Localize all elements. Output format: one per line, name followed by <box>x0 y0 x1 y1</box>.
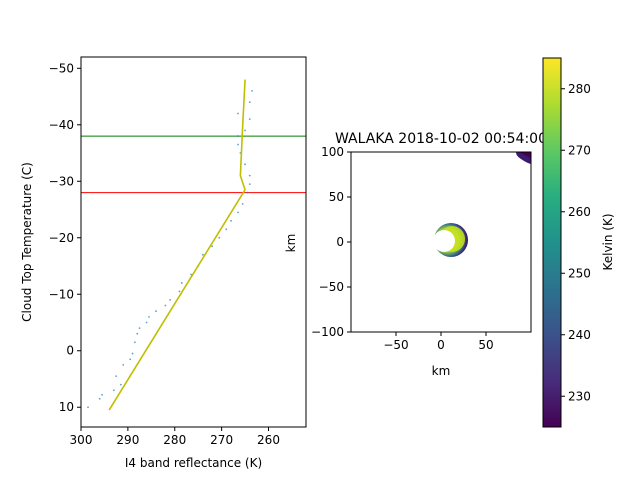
colorbar-label: Kelvin (K) <box>601 213 615 270</box>
image-y-tick-label: −100 <box>311 325 344 339</box>
data-point <box>113 389 115 391</box>
data-point <box>122 364 124 366</box>
colorbar-tick-label: 280 <box>568 82 591 96</box>
storm-image-title: WALAKA 2018-10-02 00:54:00 <box>335 131 547 147</box>
data-point <box>120 384 122 386</box>
profile-y-tick-label: −50 <box>49 61 74 75</box>
data-point <box>242 203 244 205</box>
profile-plot: 300 290 280 270 260 10 0 −10 −20 −30 −40 −50 I4 ba… <box>20 57 306 470</box>
colorbar-tick-label: 260 <box>568 205 591 219</box>
data-point <box>218 237 220 239</box>
data-point <box>136 333 138 335</box>
profile-x-axis-label: I4 band reflectance (K) <box>125 456 262 470</box>
data-point <box>244 163 246 165</box>
data-point <box>115 375 117 377</box>
data-point <box>101 394 103 396</box>
data-point <box>225 228 227 230</box>
image-x-tick-label: 50 <box>478 338 493 352</box>
profile-x-tick-label: 280 <box>163 433 186 447</box>
storm-eye <box>433 230 455 252</box>
profile-y-axis-label: Cloud Top Temperature (C) <box>20 162 34 322</box>
storm-image-y-label: km <box>284 234 298 253</box>
image-y-tick-label: 100 <box>321 145 344 159</box>
colorbar-tick-label: 250 <box>568 266 591 280</box>
data-point <box>237 113 239 115</box>
data-point <box>132 353 134 355</box>
colorbar-tick-label: 240 <box>568 328 591 342</box>
fit-line <box>109 80 245 410</box>
profile-plot-frame <box>81 57 306 427</box>
data-point <box>237 211 239 213</box>
data-point <box>249 175 251 177</box>
image-y-tick-label: 50 <box>329 190 344 204</box>
profile-x-tick-label: 290 <box>116 433 139 447</box>
profile-y-tick-label: −10 <box>49 287 74 301</box>
data-point <box>134 341 136 343</box>
storm-image-plot: −50 0 50 100 50 0 −50 −100 WALAKA 2018-10-02 0… <box>284 131 547 378</box>
data-point <box>251 90 253 92</box>
data-point <box>237 135 239 137</box>
image-y-tick-label: 0 <box>336 235 344 249</box>
profile-y-tick-label: −30 <box>49 174 74 188</box>
colorbar: 230 240 250 260 270 280 Kelvin (K) <box>543 58 615 427</box>
data-point <box>169 299 171 301</box>
data-point <box>164 305 166 307</box>
storm-image-x-label: km <box>432 364 451 378</box>
data-point <box>202 254 204 256</box>
data-point <box>244 130 246 132</box>
colorbar-tick-label: 230 <box>568 389 591 403</box>
data-point <box>237 144 239 146</box>
data-point <box>99 398 101 400</box>
data-point <box>249 101 251 103</box>
data-point <box>181 282 183 284</box>
data-point <box>230 220 232 222</box>
data-point <box>139 327 141 329</box>
data-point <box>155 310 157 312</box>
data-point <box>146 322 148 324</box>
profile-y-tick-label: 0 <box>66 344 74 358</box>
profile-x-tick-label: 260 <box>257 433 280 447</box>
profile-y-tick-label: 10 <box>59 400 74 414</box>
data-point <box>148 316 150 318</box>
data-point <box>129 358 131 360</box>
image-x-tick-label: 0 <box>437 338 445 352</box>
data-point <box>211 245 213 247</box>
profile-x-tick-label: 270 <box>210 433 233 447</box>
profile-x-tick-label: 300 <box>70 433 93 447</box>
colorbar-gradient <box>543 58 561 427</box>
image-y-tick-label: −50 <box>319 280 344 294</box>
colorbar-tick-label: 270 <box>568 143 591 157</box>
profile-y-tick-label: −40 <box>49 118 74 132</box>
data-point <box>87 406 89 408</box>
data-point <box>247 192 249 194</box>
image-x-tick-label: −50 <box>383 338 408 352</box>
data-point <box>249 118 251 120</box>
profile-y-tick-label: −20 <box>49 231 74 245</box>
data-point <box>179 291 181 293</box>
data-point <box>249 183 251 185</box>
